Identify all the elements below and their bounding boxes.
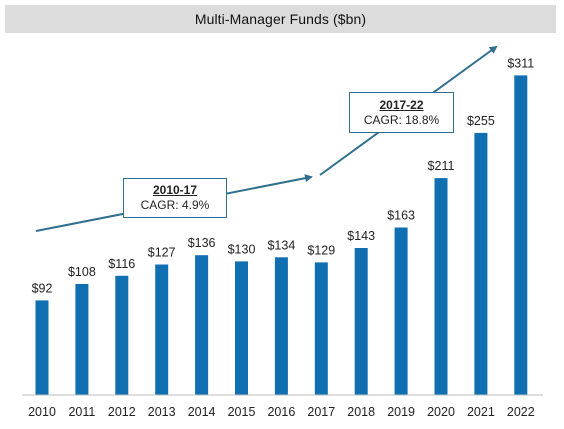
x-tick-label-2014: 2014: [188, 405, 216, 419]
value-label-2016: $134: [267, 238, 295, 252]
bar-2020: [434, 178, 448, 395]
value-label-2012: $116: [108, 257, 135, 271]
x-tick-label-2019: 2019: [387, 405, 415, 419]
x-tick-label-2017: 2017: [307, 405, 335, 419]
value-label-2022: $311: [507, 56, 534, 70]
bar-2014: [195, 255, 209, 395]
value-label-2010: $92: [32, 281, 53, 295]
x-tick-label-2012: 2012: [108, 405, 136, 419]
bar-2021: [474, 132, 488, 395]
bar-2016: [274, 257, 288, 395]
chart-title: Multi-Manager Funds ($bn): [5, 5, 556, 33]
x-tick-label-2013: 2013: [148, 405, 176, 419]
cagr-callout-2010-17: 2010-17 CAGR: 4.9%: [123, 178, 227, 218]
bar-2022: [514, 75, 528, 396]
value-label-2020: $211: [428, 159, 455, 173]
bar-2010: [35, 300, 49, 395]
x-tick-label-2015: 2015: [228, 405, 256, 419]
value-label-2018: $143: [347, 229, 375, 243]
x-tick-label-2010: 2010: [28, 405, 56, 419]
bar-2019: [394, 227, 408, 395]
x-tick-label-2018: 2018: [347, 405, 375, 419]
bars-group: $92 2010 $108 2011 $116 2012 $127 2013 $136 2014 $…: [28, 56, 535, 419]
value-label-2011: $108: [68, 265, 96, 279]
bar-2013: [155, 264, 169, 395]
cagr-callout-2017-22: 2017-22 CAGR: 18.8%: [349, 92, 454, 133]
bar-2017: [314, 262, 328, 395]
callout-period-label: 2017-22: [379, 97, 424, 112]
bar-2015: [235, 261, 248, 395]
callout-cagr-text: CAGR: 4.9%: [140, 198, 210, 212]
value-label-2021: $255: [467, 114, 495, 128]
x-tick-label-2021: 2021: [467, 405, 495, 419]
value-label-2017: $129: [307, 243, 335, 257]
bar-2012: [115, 275, 129, 395]
value-label-2015: $130: [228, 242, 256, 256]
x-tick-label-2020: 2020: [427, 405, 455, 419]
callout-period-label: 2010-17: [152, 183, 198, 197]
bar-2018: [354, 248, 368, 395]
value-label-2019: $163: [387, 209, 415, 223]
x-tick-label-2016: 2016: [267, 405, 295, 419]
value-label-2014: $136: [188, 236, 216, 250]
value-label-2013: $127: [148, 246, 176, 260]
bar-2011: [75, 284, 89, 395]
callout-cagr-text: CAGR: 18.8%: [363, 112, 440, 127]
x-tick-label-2022: 2022: [507, 405, 535, 419]
x-tick-label-2011: 2011: [68, 405, 95, 419]
